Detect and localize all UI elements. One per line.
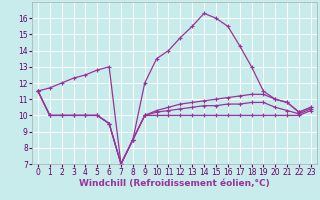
X-axis label: Windchill (Refroidissement éolien,°C): Windchill (Refroidissement éolien,°C) <box>79 179 270 188</box>
